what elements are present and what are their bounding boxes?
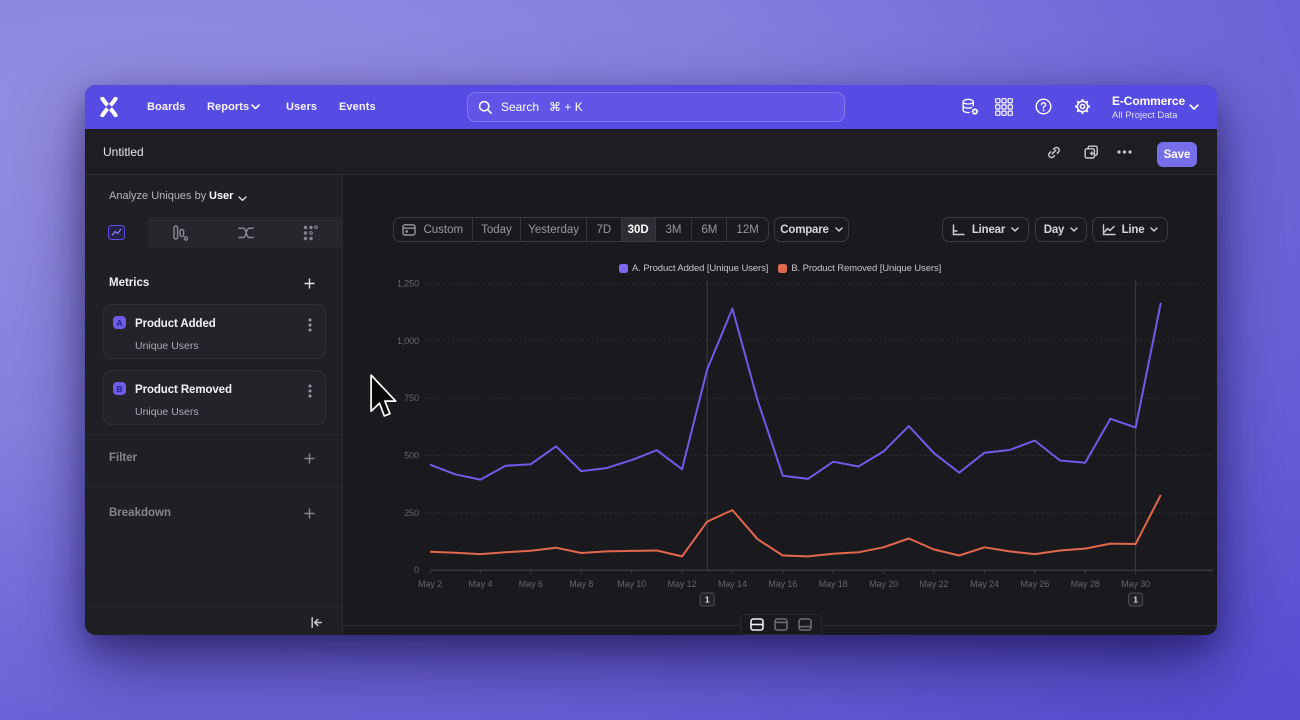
svg-text:May 26: May 26 (1020, 579, 1049, 589)
svg-text:1: 1 (705, 595, 710, 605)
svg-text:May 28: May 28 (1071, 579, 1100, 589)
svg-text:500: 500 (404, 451, 419, 461)
svg-text:May 18: May 18 (819, 579, 848, 589)
svg-text:May 4: May 4 (468, 579, 492, 589)
svg-text:May 30: May 30 (1121, 579, 1150, 589)
svg-text:May 24: May 24 (970, 579, 999, 589)
svg-text:1,000: 1,000 (397, 336, 419, 346)
svg-text:1: 1 (1133, 595, 1138, 605)
svg-text:May 12: May 12 (668, 579, 697, 589)
svg-text:0: 0 (414, 565, 419, 575)
svg-text:May 10: May 10 (617, 579, 646, 589)
svg-text:May 20: May 20 (869, 579, 898, 589)
svg-text:May 22: May 22 (920, 579, 949, 589)
svg-text:750: 750 (404, 393, 419, 403)
svg-text:May 16: May 16 (768, 579, 797, 589)
svg-text:250: 250 (404, 508, 419, 518)
svg-text:1,250: 1,250 (397, 278, 419, 288)
svg-text:May 6: May 6 (519, 579, 543, 589)
svg-text:May 8: May 8 (569, 579, 593, 589)
svg-text:May 14: May 14 (718, 579, 747, 589)
svg-text:May 2: May 2 (418, 579, 442, 589)
